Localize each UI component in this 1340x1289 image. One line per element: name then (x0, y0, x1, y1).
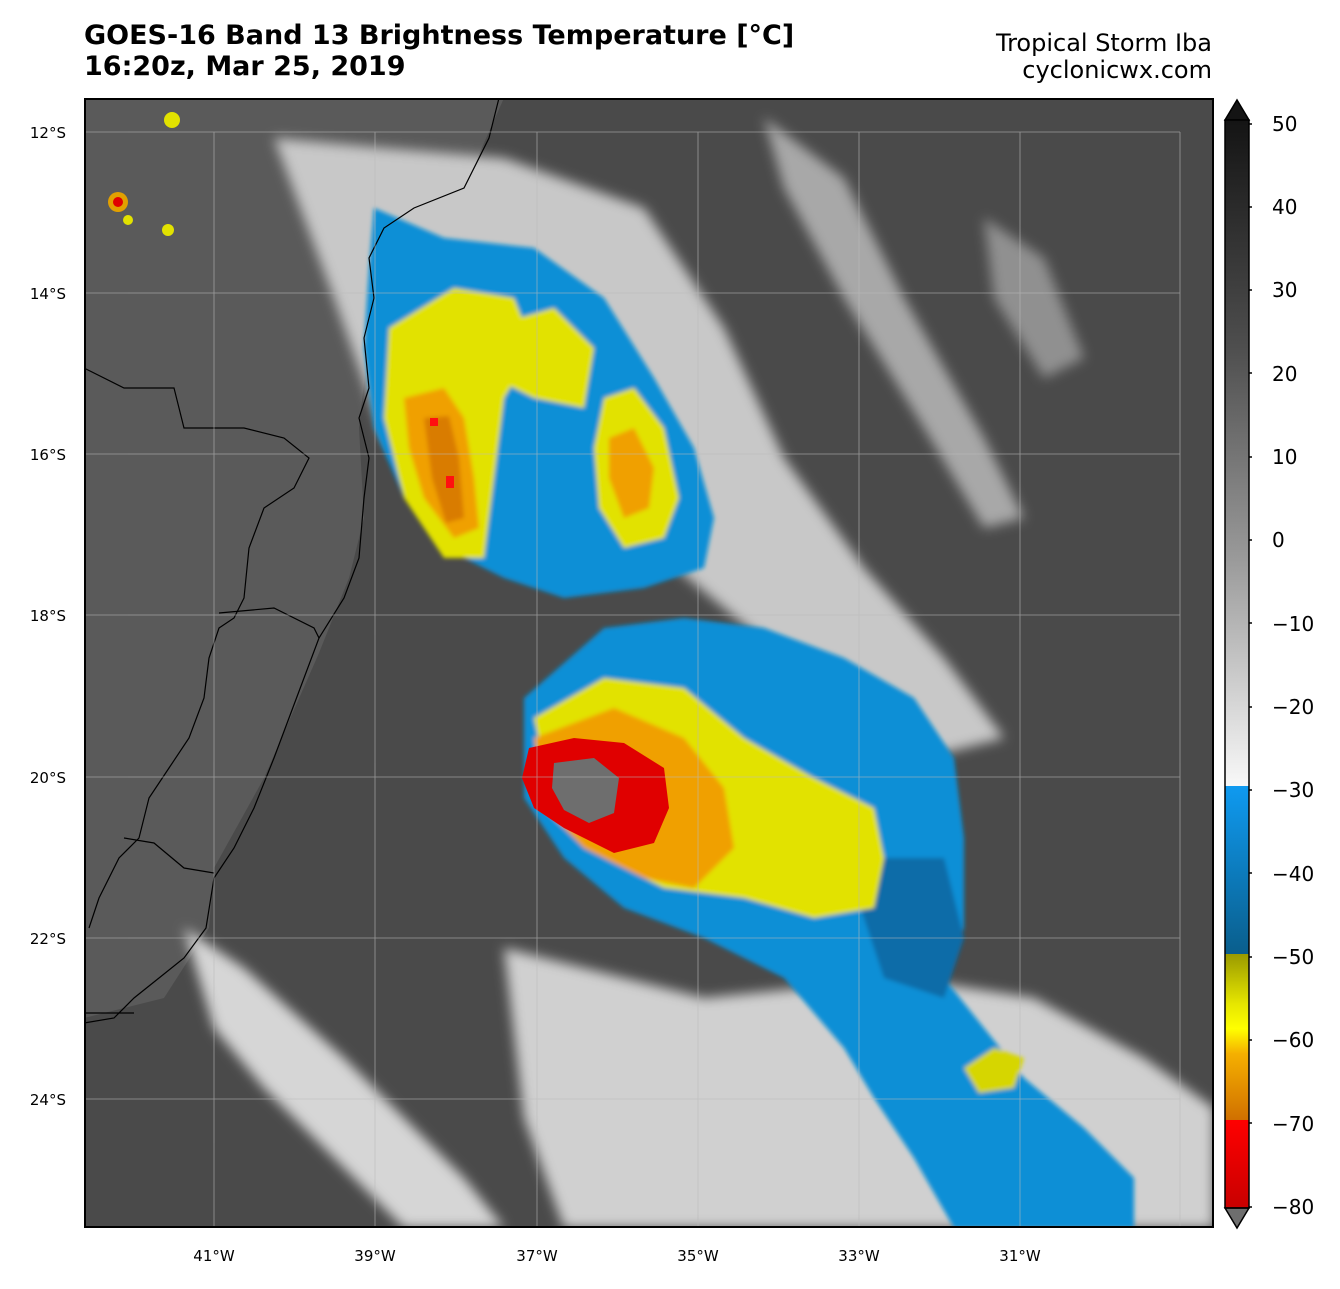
colorbar-label: −10 (1272, 612, 1315, 636)
lat-label: 18°S (29, 607, 66, 625)
lat-label: 20°S (29, 769, 66, 787)
lon-label: 41°W (193, 1247, 235, 1265)
colorbar-label: 0 (1272, 528, 1285, 552)
warm-core-gray (552, 758, 619, 823)
colorbar-label: −30 (1272, 778, 1315, 802)
cloud-east-patch (984, 218, 1084, 378)
lat-label: 24°S (29, 1091, 66, 1109)
state-border (123, 837, 215, 874)
colorbar-label: 30 (1272, 278, 1298, 302)
colorbar-frame (1224, 119, 1250, 1209)
cloud-band-east (764, 118, 1024, 528)
cold-cell-core (113, 197, 123, 207)
storm-name: Tropical Storm Iba (995, 29, 1212, 57)
lon-label: 35°W (677, 1247, 719, 1265)
cloud-band-west (184, 928, 504, 1228)
cold-cell (164, 112, 180, 128)
cold-spot (430, 418, 438, 426)
lat-label: 14°S (29, 285, 66, 303)
cold-cell (123, 215, 133, 225)
colorbar-label: −70 (1272, 1112, 1315, 1136)
coastline (84, 98, 500, 1024)
colorbar-segment-warm (1225, 120, 1249, 786)
lon-label: 33°W (838, 1247, 880, 1265)
credit-block: Tropical Storm Iba cyclonicwx.com (996, 30, 1212, 84)
site-name: cyclonicwx.com (1022, 56, 1212, 84)
colorbar-label: −50 (1272, 945, 1315, 969)
cloud-top-orange-north-e (609, 428, 654, 518)
colorbar-label: −20 (1272, 695, 1315, 719)
colorbar-label: −60 (1272, 1028, 1315, 1052)
figure-title: GOES-16 Band 13 Brightness Temperature [… (84, 20, 794, 82)
satellite-map (84, 98, 1214, 1228)
lat-label: 12°S (29, 124, 66, 142)
cloud-top-darkorange-north (424, 416, 464, 523)
colorbar-label: 40 (1272, 195, 1298, 219)
lon-label: 37°W (516, 1247, 558, 1265)
title-line: GOES-16 Band 13 Brightness Temperature [… (84, 20, 795, 51)
map-frame (84, 98, 1214, 1228)
cloud-top-yellow-north-c (484, 308, 594, 408)
colorbar-label: −40 (1272, 862, 1315, 886)
colorbar-segment-blue (1225, 786, 1249, 954)
colorbar-segment-red (1225, 1120, 1249, 1208)
colorbar-top-arrow (1223, 98, 1251, 121)
colorbar-label: 50 (1272, 112, 1298, 136)
cold-spot (446, 476, 454, 488)
colorbar-label: 10 (1272, 445, 1298, 469)
colorbar-label: 20 (1272, 362, 1298, 386)
lat-label: 22°S (29, 930, 66, 948)
cold-cell (162, 224, 174, 236)
colorbar-bottom-arrow (1223, 1207, 1251, 1230)
lon-label: 31°W (999, 1247, 1041, 1265)
lon-label: 39°W (354, 1247, 396, 1265)
colorbar-label: −80 (1272, 1195, 1315, 1219)
cloud-top-yellow-southeast (964, 1048, 1024, 1093)
land-area (84, 98, 504, 1018)
colorbar-segment-yellow (1225, 954, 1249, 1120)
subtitle-line: 16:20z, Mar 25, 2019 (84, 51, 406, 82)
state-border (218, 607, 320, 639)
colorbar (1223, 98, 1252, 1230)
lat-label: 16°S (29, 446, 66, 464)
